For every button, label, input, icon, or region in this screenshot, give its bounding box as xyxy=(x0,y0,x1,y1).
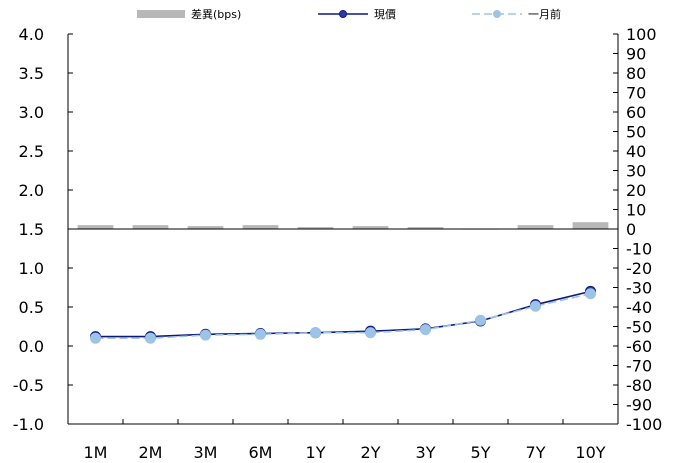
point-month-ago-5y xyxy=(475,314,486,326)
left-tick-label: -1.0 xyxy=(13,415,44,434)
right-tick-label: 50 xyxy=(626,123,646,142)
legend-item-difference: 差異(bps) xyxy=(137,7,241,21)
point-month-ago-2y xyxy=(365,327,376,339)
legend-label: 現價 xyxy=(374,7,396,21)
legend-swatch-marker xyxy=(493,10,501,18)
legend-label: 差異(bps) xyxy=(191,7,241,21)
right-tick-label: -20 xyxy=(626,259,652,278)
right-tick-label: 10 xyxy=(626,201,646,220)
x-tick-label-6m: 6M xyxy=(249,443,273,462)
bar-7y xyxy=(517,225,554,229)
x-tick-label-1y: 1Y xyxy=(306,443,326,462)
point-month-ago-7y xyxy=(530,300,541,312)
bar-1m xyxy=(77,225,114,229)
left-tick-label: 1.0 xyxy=(19,259,44,278)
legend-swatch-marker xyxy=(339,10,347,18)
right-tick-label: -70 xyxy=(626,357,652,376)
left-tick-label: 3.0 xyxy=(19,103,44,122)
point-month-ago-10y xyxy=(585,288,596,300)
x-tick-label-1m: 1M xyxy=(84,443,108,462)
left-tick-label: -0.5 xyxy=(13,376,44,395)
point-month-ago-1y xyxy=(310,327,321,339)
left-tick-label: 0.0 xyxy=(19,337,44,356)
lines-layer xyxy=(90,285,596,344)
series-line-current xyxy=(95,290,591,338)
right-tick-label: -100 xyxy=(626,415,662,434)
x-tick-label-7y: 7Y xyxy=(526,443,546,462)
right-tick-label: 40 xyxy=(626,142,646,161)
legend: 差異(bps) 現價 一月前 xyxy=(137,7,561,21)
left-tick-label: 3.5 xyxy=(19,64,44,83)
left-tick-label: 1.5 xyxy=(19,220,44,239)
right-tick-label: 100 xyxy=(626,25,657,44)
left-tick-label: 2.0 xyxy=(19,181,44,200)
bar-6m xyxy=(242,225,279,229)
bars-layer xyxy=(77,222,609,230)
right-tick-label: -10 xyxy=(626,240,652,259)
right-tick-label: 80 xyxy=(626,64,646,83)
x-tick-label-2y: 2Y xyxy=(361,443,381,462)
legend-swatch-bar xyxy=(137,10,185,18)
point-month-ago-1m xyxy=(90,332,101,344)
right-tick-label: 0 xyxy=(626,220,636,239)
right-tick-label: 60 xyxy=(626,103,646,122)
legend-item-month-ago: 一月前 xyxy=(472,7,561,21)
right-tick-label: -50 xyxy=(626,318,652,337)
left-tick-label: 0.5 xyxy=(19,298,44,317)
bar-1y xyxy=(297,227,334,229)
right-tick-label: 70 xyxy=(626,84,646,103)
right-tick-label: -90 xyxy=(626,396,652,415)
x-tick-label-5y: 5Y xyxy=(471,443,491,462)
bar-2m xyxy=(132,225,169,229)
ticks-layer: 4.03.53.02.52.01.51.00.50.0-0.5-1.010090… xyxy=(13,25,663,462)
left-tick-label: 2.5 xyxy=(19,142,44,161)
right-tick-label: -30 xyxy=(626,279,652,298)
bar-10y xyxy=(572,222,609,229)
right-tick-label: -40 xyxy=(626,298,652,317)
left-tick-label: 4.0 xyxy=(19,25,44,44)
series-line-month-ago xyxy=(95,292,591,339)
axes-layer xyxy=(67,34,619,425)
point-month-ago-2m xyxy=(145,332,156,344)
legend-item-current: 現價 xyxy=(318,7,396,21)
point-month-ago-3y xyxy=(420,324,431,336)
right-tick-label: 30 xyxy=(626,162,646,181)
right-tick-label: 90 xyxy=(626,45,646,64)
point-month-ago-6m xyxy=(255,328,266,340)
x-tick-label-10y: 10Y xyxy=(575,443,605,462)
x-tick-label-2m: 2M xyxy=(139,443,163,462)
bar-2y xyxy=(352,226,389,229)
legend-label: 一月前 xyxy=(528,7,561,21)
right-tick-label: -60 xyxy=(626,337,652,356)
bar-3m xyxy=(187,226,224,229)
right-tick-label: 20 xyxy=(626,181,646,200)
x-tick-label-3m: 3M xyxy=(194,443,218,462)
point-month-ago-3m xyxy=(200,329,211,341)
bar-3y xyxy=(407,227,444,229)
right-tick-label: -80 xyxy=(626,376,652,395)
x-tick-label-3y: 3Y xyxy=(416,443,436,462)
